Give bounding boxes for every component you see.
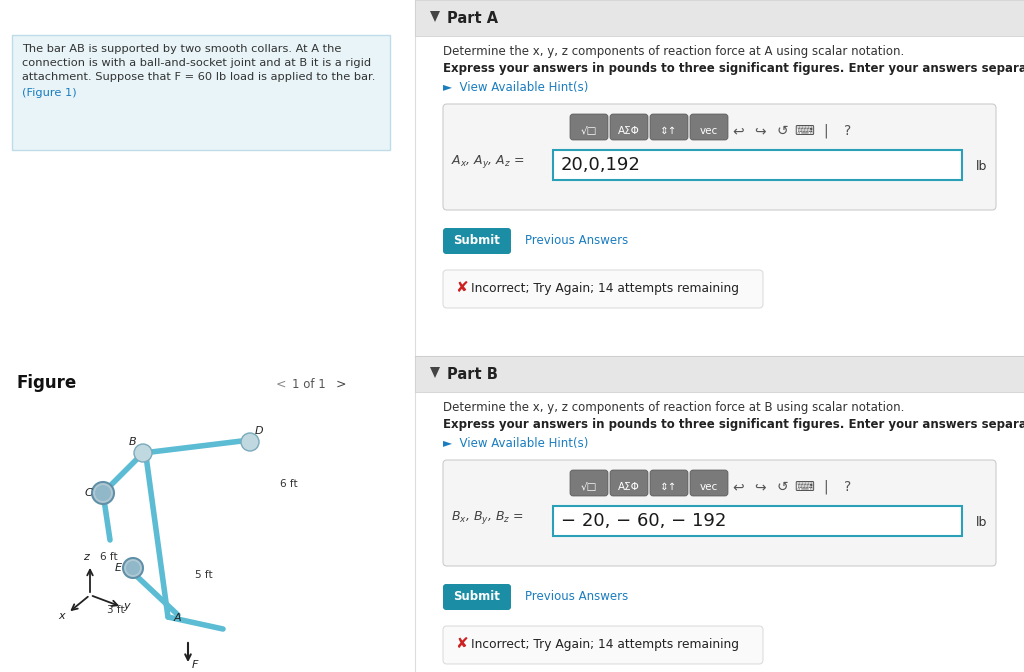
Text: B: B bbox=[129, 437, 136, 447]
Text: z: z bbox=[83, 552, 89, 562]
Text: Part B: Part B bbox=[447, 367, 498, 382]
Bar bbox=[415, 0, 1024, 36]
Text: The bar AB is supported by two smooth collars. At A the: The bar AB is supported by two smooth co… bbox=[22, 44, 341, 54]
Text: ↺: ↺ bbox=[776, 480, 787, 494]
Text: vec: vec bbox=[699, 126, 718, 136]
Bar bbox=[553, 150, 962, 180]
Text: Previous Answers: Previous Answers bbox=[525, 234, 629, 247]
Bar bbox=[12, 35, 390, 150]
Text: x: x bbox=[58, 611, 66, 621]
Text: ↪: ↪ bbox=[755, 124, 766, 138]
Circle shape bbox=[123, 558, 143, 578]
Text: 1 of 1: 1 of 1 bbox=[292, 378, 326, 391]
FancyBboxPatch shape bbox=[650, 114, 688, 140]
FancyBboxPatch shape bbox=[443, 626, 763, 664]
Text: Submit: Submit bbox=[454, 590, 501, 603]
FancyBboxPatch shape bbox=[610, 470, 648, 496]
FancyBboxPatch shape bbox=[443, 584, 511, 610]
Polygon shape bbox=[430, 367, 440, 378]
Text: √□: √□ bbox=[581, 126, 597, 136]
FancyBboxPatch shape bbox=[690, 470, 728, 496]
Text: C: C bbox=[85, 488, 93, 498]
FancyBboxPatch shape bbox=[443, 270, 763, 308]
Text: ?: ? bbox=[845, 124, 852, 138]
Text: Determine the x, y, z components of reaction force at A using scalar notation.: Determine the x, y, z components of reac… bbox=[443, 45, 904, 58]
Text: ΑΣΦ: ΑΣΦ bbox=[618, 126, 640, 136]
Text: ↩: ↩ bbox=[732, 480, 743, 494]
Text: D: D bbox=[255, 426, 263, 436]
Text: ►  View Available Hint(s): ► View Available Hint(s) bbox=[443, 81, 589, 94]
Text: ⇕↑: ⇕↑ bbox=[660, 126, 678, 136]
Text: ↪: ↪ bbox=[755, 480, 766, 494]
Text: ⌨: ⌨ bbox=[794, 480, 814, 494]
Text: Incorrect; Try Again; 14 attempts remaining: Incorrect; Try Again; 14 attempts remain… bbox=[471, 282, 739, 295]
Text: ↺: ↺ bbox=[776, 124, 787, 138]
Circle shape bbox=[92, 482, 114, 504]
Text: Incorrect; Try Again; 14 attempts remaining: Incorrect; Try Again; 14 attempts remain… bbox=[471, 638, 739, 651]
Text: ►  View Available Hint(s): ► View Available Hint(s) bbox=[443, 437, 589, 450]
Bar bbox=[415, 356, 1024, 392]
Text: F: F bbox=[193, 660, 199, 670]
Text: √□: √□ bbox=[581, 482, 597, 492]
Bar bbox=[553, 506, 962, 536]
Text: 3 ft: 3 ft bbox=[106, 605, 125, 615]
Polygon shape bbox=[430, 11, 440, 22]
Circle shape bbox=[134, 444, 152, 462]
Bar bbox=[415, 0, 1024, 672]
Text: lb: lb bbox=[976, 160, 987, 173]
Text: $B_x$, $B_y$, $B_z$ =: $B_x$, $B_y$, $B_z$ = bbox=[451, 509, 523, 526]
Text: attachment. Suppose that F = 60 lb load is applied to the bar.: attachment. Suppose that F = 60 lb load … bbox=[22, 72, 376, 82]
Text: connection is with a ball-and-socket joint and at B it is a rigid: connection is with a ball-and-socket joi… bbox=[22, 58, 371, 68]
FancyBboxPatch shape bbox=[570, 114, 608, 140]
Text: − 20, − 60, − 192: − 20, − 60, − 192 bbox=[561, 512, 726, 530]
Text: Submit: Submit bbox=[454, 234, 501, 247]
Text: Express your answers in pounds to three significant figures. Enter your answers : Express your answers in pounds to three … bbox=[443, 418, 1024, 431]
FancyBboxPatch shape bbox=[650, 470, 688, 496]
Text: (Figure 1): (Figure 1) bbox=[22, 88, 77, 98]
FancyBboxPatch shape bbox=[610, 114, 648, 140]
FancyBboxPatch shape bbox=[443, 104, 996, 210]
Text: ΑΣΦ: ΑΣΦ bbox=[618, 482, 640, 492]
Text: lb: lb bbox=[976, 516, 987, 529]
Text: 6 ft: 6 ft bbox=[100, 552, 118, 562]
Text: ?: ? bbox=[845, 480, 852, 494]
Text: ✘: ✘ bbox=[455, 636, 468, 651]
Text: |: | bbox=[823, 124, 828, 138]
Text: >: > bbox=[336, 378, 346, 391]
FancyBboxPatch shape bbox=[690, 114, 728, 140]
Text: A: A bbox=[174, 613, 181, 623]
FancyBboxPatch shape bbox=[570, 470, 608, 496]
Text: ⌨: ⌨ bbox=[794, 124, 814, 138]
Text: ↩: ↩ bbox=[732, 124, 743, 138]
Text: Express your answers in pounds to three significant figures. Enter your answers : Express your answers in pounds to three … bbox=[443, 62, 1024, 75]
Circle shape bbox=[126, 561, 140, 575]
Text: ✘: ✘ bbox=[455, 280, 468, 295]
Text: ⇕↑: ⇕↑ bbox=[660, 482, 678, 492]
Text: 5 ft: 5 ft bbox=[195, 570, 213, 580]
Text: |: | bbox=[823, 480, 828, 494]
Circle shape bbox=[241, 433, 259, 451]
Text: Part A: Part A bbox=[447, 11, 498, 26]
Text: Determine the x, y, z components of reaction force at B using scalar notation.: Determine the x, y, z components of reac… bbox=[443, 401, 904, 414]
Text: Figure: Figure bbox=[16, 374, 76, 392]
Text: Previous Answers: Previous Answers bbox=[525, 590, 629, 603]
Text: vec: vec bbox=[699, 482, 718, 492]
FancyBboxPatch shape bbox=[443, 460, 996, 566]
Text: <: < bbox=[276, 378, 287, 391]
FancyBboxPatch shape bbox=[443, 228, 511, 254]
Text: 6 ft: 6 ft bbox=[280, 479, 298, 489]
Text: E: E bbox=[115, 563, 122, 573]
Text: y: y bbox=[124, 601, 130, 611]
Text: $A_x$, $A_y$, $A_z$ =: $A_x$, $A_y$, $A_z$ = bbox=[451, 153, 524, 170]
Circle shape bbox=[95, 485, 111, 501]
Text: 20,0,192: 20,0,192 bbox=[561, 156, 641, 174]
